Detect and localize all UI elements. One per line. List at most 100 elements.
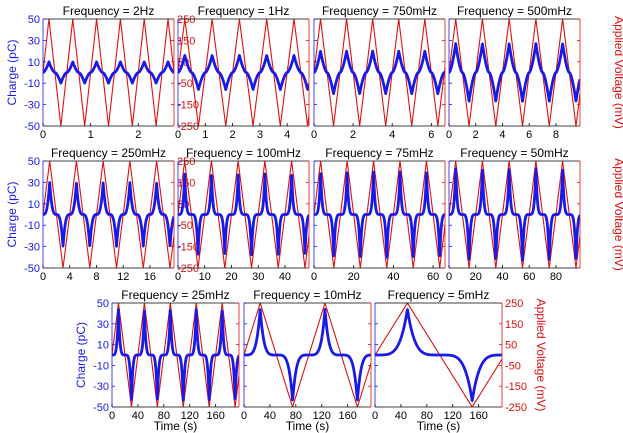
x-tick-label: 80	[158, 410, 170, 422]
y2-tick-label: 250	[177, 14, 195, 26]
y2-tick-label: 150	[177, 35, 195, 47]
x-tick-label: 0	[241, 410, 247, 422]
y-tick-label: 10	[28, 199, 40, 211]
left-axis-title: Charge (pC)	[74, 322, 88, 388]
charge-line	[178, 172, 309, 257]
charge-line	[449, 167, 580, 262]
x-tick-label: 2	[135, 129, 141, 141]
y-tick-label: -30	[24, 242, 40, 254]
y-tick-label: 30	[28, 177, 40, 189]
y-tick-label: 50	[28, 14, 40, 26]
voltage-line	[244, 303, 371, 407]
charge-line	[178, 54, 309, 91]
plot-area	[449, 19, 580, 126]
x-tick-label: 80	[421, 410, 433, 422]
plot-area	[43, 161, 174, 268]
plot-area	[112, 303, 239, 407]
voltage-line	[178, 161, 309, 268]
right-axis-title: Applied Voltage (mV)	[612, 158, 623, 271]
y-tick-label: -30	[93, 381, 109, 393]
voltage-line	[449, 161, 580, 268]
panel-4: 0 2 4 6 8 Applied Voltage (mV) Frequency = 500…	[446, 4, 623, 141]
x-tick-label: 40	[387, 271, 399, 283]
panel-title: Frequency = 2Hz	[63, 4, 155, 18]
panel-title: Frequency = 500mHz	[457, 4, 572, 18]
x-tick-label: 80	[290, 410, 302, 422]
panel-title: Frequency = 750mHz	[322, 4, 437, 18]
y-tick-label: 50	[97, 298, 109, 310]
charge-line	[314, 49, 445, 96]
x-tick-label: 8	[553, 129, 559, 141]
charge-line	[314, 170, 445, 259]
x-tick-label: 0	[372, 410, 378, 422]
x-tick-label: 16	[144, 271, 156, 283]
x-tick-label: 1	[88, 129, 94, 141]
charge-line	[449, 42, 580, 103]
panel-11: 0 40 80 120 160 250 150 50 -50 -150 -250 Applied Vo…	[372, 288, 548, 433]
y-tick-label: -50	[24, 121, 40, 133]
right-axis-title: Applied Voltage (mV)	[534, 299, 548, 412]
x-tick-label: 0	[40, 271, 46, 283]
left-axis-title: Charge (pC)	[5, 39, 19, 105]
x-tick-label: 120	[181, 410, 199, 422]
panel-2: 0 1 2 3 4 Frequency = 1Hz	[175, 4, 310, 141]
y2-tick-label: 250	[505, 298, 523, 310]
panel-title: Frequency = 5mHz	[388, 288, 490, 302]
voltage-line	[43, 19, 174, 126]
panel-8: 0 20 40 60 80 Applied Voltage (mV) Frequency =…	[446, 146, 623, 283]
panel-title: Frequency = 100mHz	[186, 146, 301, 160]
y2-tick-label: -250	[177, 121, 199, 133]
panel-title: Frequency = 1Hz	[198, 4, 290, 18]
x-tick-label: 2	[230, 129, 236, 141]
x-tick-label: 40	[395, 410, 407, 422]
charge-line	[43, 181, 174, 248]
x-tick-label: 40	[279, 271, 291, 283]
panel-10: 0 40 80 120 160 Frequency = 10mHz Time (s)	[241, 288, 372, 433]
x-tick-label: 12	[117, 271, 129, 283]
x-tick-label: 0	[311, 129, 317, 141]
x-axis-title: Time (s)	[154, 419, 198, 433]
plot-area	[43, 19, 174, 126]
panel-title: Frequency = 10mHz	[253, 288, 361, 302]
x-tick-label: 0	[175, 129, 181, 141]
y2-tick-label: -250	[177, 263, 199, 275]
x-tick-label: 60	[427, 271, 439, 283]
x-tick-label: 0	[40, 129, 46, 141]
x-tick-label: 120	[313, 410, 331, 422]
plot-area	[375, 303, 502, 407]
x-tick-label: 4	[499, 129, 505, 141]
plot-area	[178, 161, 309, 268]
x-tick-label: 3	[257, 129, 263, 141]
left-axis-title: Charge (pC)	[5, 181, 19, 247]
x-tick-label: 6	[526, 129, 532, 141]
panel-9: 0 40 80 120 160 50 30 10 -10 -30 -50 Charge (pC) Fre…	[74, 288, 240, 433]
x-tick-label: 4	[67, 271, 73, 283]
x-tick-label: 160	[338, 410, 356, 422]
x-axis-title: Time (s)	[286, 419, 330, 433]
y2-tick-label: -50	[505, 360, 521, 372]
x-tick-label: 8	[93, 271, 99, 283]
charge-line	[375, 308, 502, 402]
x-axis-title: Time (s)	[417, 419, 461, 433]
y2-tick-label: 150	[505, 319, 523, 331]
x-tick-label: 10	[199, 271, 211, 283]
x-tick-label: 20	[348, 271, 360, 283]
charge-line	[244, 307, 371, 402]
y-tick-label: -10	[24, 78, 40, 90]
charge-line	[43, 60, 174, 85]
x-tick-label: 60	[523, 271, 535, 283]
x-tick-label: 2	[350, 129, 356, 141]
x-tick-label: 30	[252, 271, 264, 283]
x-tick-label: 0	[109, 410, 115, 422]
plot-area	[449, 161, 580, 268]
panel-title: Frequency = 25mHz	[121, 288, 229, 302]
x-tick-label: 40	[264, 410, 276, 422]
y-tick-label: 10	[97, 340, 109, 352]
x-tick-label: 160	[206, 410, 224, 422]
x-tick-label: 6	[428, 129, 434, 141]
y2-tick-label: -250	[505, 402, 527, 414]
